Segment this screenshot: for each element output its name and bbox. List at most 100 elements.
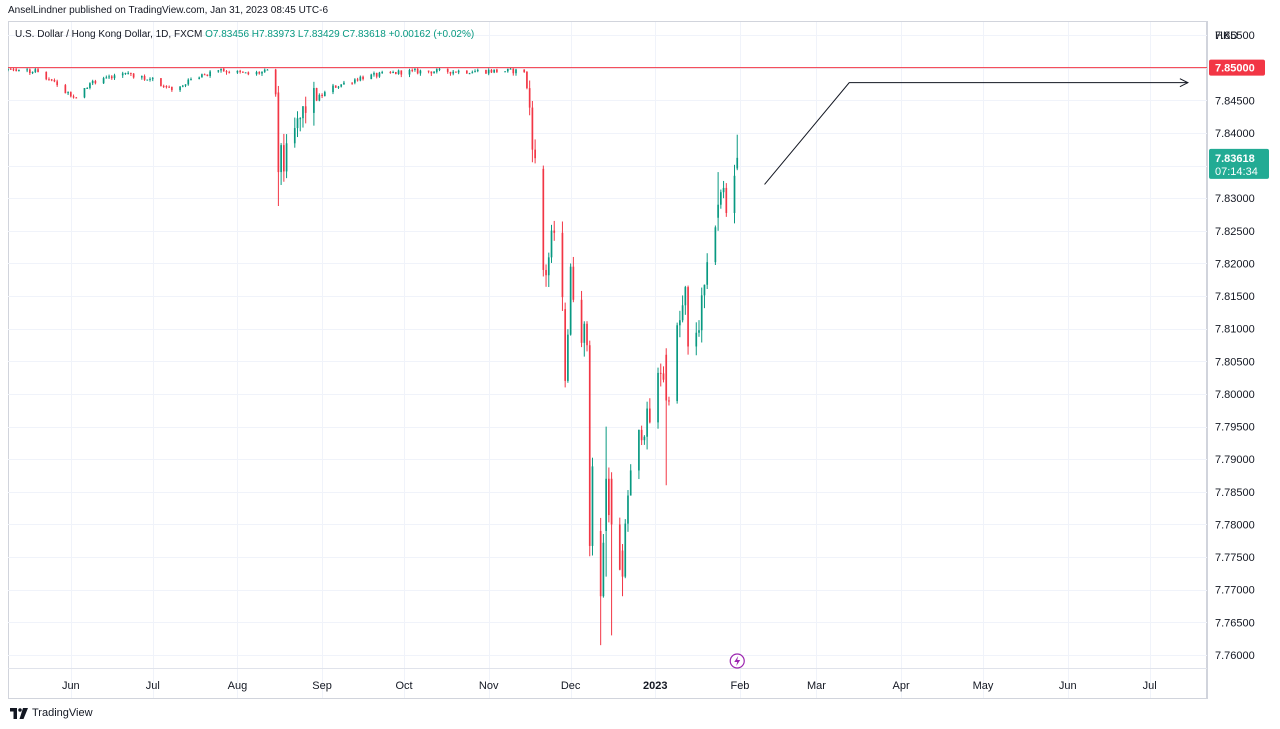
candle-body: [567, 334, 569, 381]
candle-body: [171, 86, 173, 91]
chart-frame: [8, 21, 1207, 699]
candle: [452, 69, 455, 76]
candle-body: [277, 92, 280, 173]
candle: [304, 96, 307, 124]
candle: [542, 165, 545, 277]
candle-body: [553, 230, 556, 233]
candle: [397, 69, 400, 75]
candle: [321, 93, 323, 99]
candle-body: [452, 71, 455, 74]
candle-body: [321, 94, 323, 97]
candle: [583, 321, 586, 357]
candle-body: [362, 76, 364, 80]
candle: [165, 85, 168, 89]
candle: [29, 68, 31, 75]
candle: [217, 69, 220, 73]
candle: [547, 252, 550, 288]
candle-body: [244, 72, 247, 74]
candle-body: [149, 78, 151, 80]
price-tick-label: 7.76500: [1215, 617, 1255, 629]
candle-body: [449, 71, 452, 74]
candle: [373, 71, 375, 77]
candle-body: [91, 80, 94, 84]
candle-body: [547, 257, 550, 276]
candle: [438, 67, 441, 72]
candle-body: [351, 82, 353, 84]
time-tick-label: Jul: [146, 680, 160, 692]
candle: [676, 322, 678, 404]
candle: [681, 295, 684, 323]
candle-body: [572, 266, 575, 300]
candle-body: [69, 92, 72, 97]
candle: [659, 363, 662, 387]
candle-body: [179, 86, 181, 91]
candle-body: [334, 85, 337, 88]
candle-body: [34, 69, 37, 72]
footer[interactable]: TradingView: [10, 707, 93, 719]
candle: [302, 106, 304, 128]
candle: [493, 69, 496, 74]
candle-body: [187, 79, 190, 85]
candle: [553, 220, 556, 241]
candle: [94, 79, 97, 85]
candle-body: [545, 269, 547, 276]
candle: [261, 71, 263, 76]
candle-body: [370, 74, 373, 80]
candle-body: [528, 88, 531, 108]
candle: [12, 67, 15, 72]
candle: [26, 67, 28, 73]
candle: [512, 68, 515, 76]
candle: [190, 77, 192, 81]
candle: [564, 302, 567, 388]
candle-body: [318, 94, 321, 101]
candle-body: [736, 157, 739, 169]
price-tick-label: 7.82500: [1215, 226, 1255, 238]
candle-body: [201, 74, 203, 78]
candle-body: [217, 70, 220, 72]
candle-body: [337, 86, 340, 88]
candle: [665, 348, 668, 486]
candle: [8, 68, 9, 72]
candle: [389, 71, 392, 74]
candle-body: [433, 71, 435, 74]
candle: [53, 78, 56, 83]
candle: [337, 85, 340, 89]
candle-body: [110, 76, 113, 79]
candle: [534, 139, 536, 164]
candle-body: [283, 145, 285, 172]
resistance-badge-bg: [1209, 59, 1265, 76]
time-tick-label: May: [973, 680, 994, 692]
candle-body: [446, 68, 449, 72]
candle: [181, 84, 184, 88]
candle: [162, 84, 165, 88]
candle: [258, 71, 261, 75]
candle: [668, 396, 670, 406]
candle: [408, 68, 411, 78]
candle: [427, 70, 430, 74]
candle-body: [643, 436, 646, 441]
candle-body: [293, 128, 296, 144]
candle: [86, 87, 89, 89]
candle-body: [561, 232, 564, 298]
price-tick-label: 7.85500: [1215, 30, 1255, 42]
candle-body: [258, 72, 261, 74]
candle-body: [627, 495, 629, 524]
candle-body: [719, 192, 722, 205]
candle-body: [236, 70, 239, 73]
candle: [640, 425, 643, 446]
projection-arrowhead: [1179, 78, 1189, 88]
candle-body: [646, 408, 648, 437]
candle: [31, 71, 34, 75]
candle: [455, 71, 457, 73]
candle-body: [698, 330, 700, 333]
candle-body: [648, 408, 651, 423]
candle: [296, 111, 299, 138]
candle: [725, 183, 728, 217]
candle-body: [190, 79, 192, 81]
candle: [239, 69, 241, 74]
candle: [561, 221, 564, 311]
candle-body: [676, 325, 678, 402]
candle-body: [583, 323, 586, 343]
last-price-badge-bg: [1209, 148, 1269, 179]
